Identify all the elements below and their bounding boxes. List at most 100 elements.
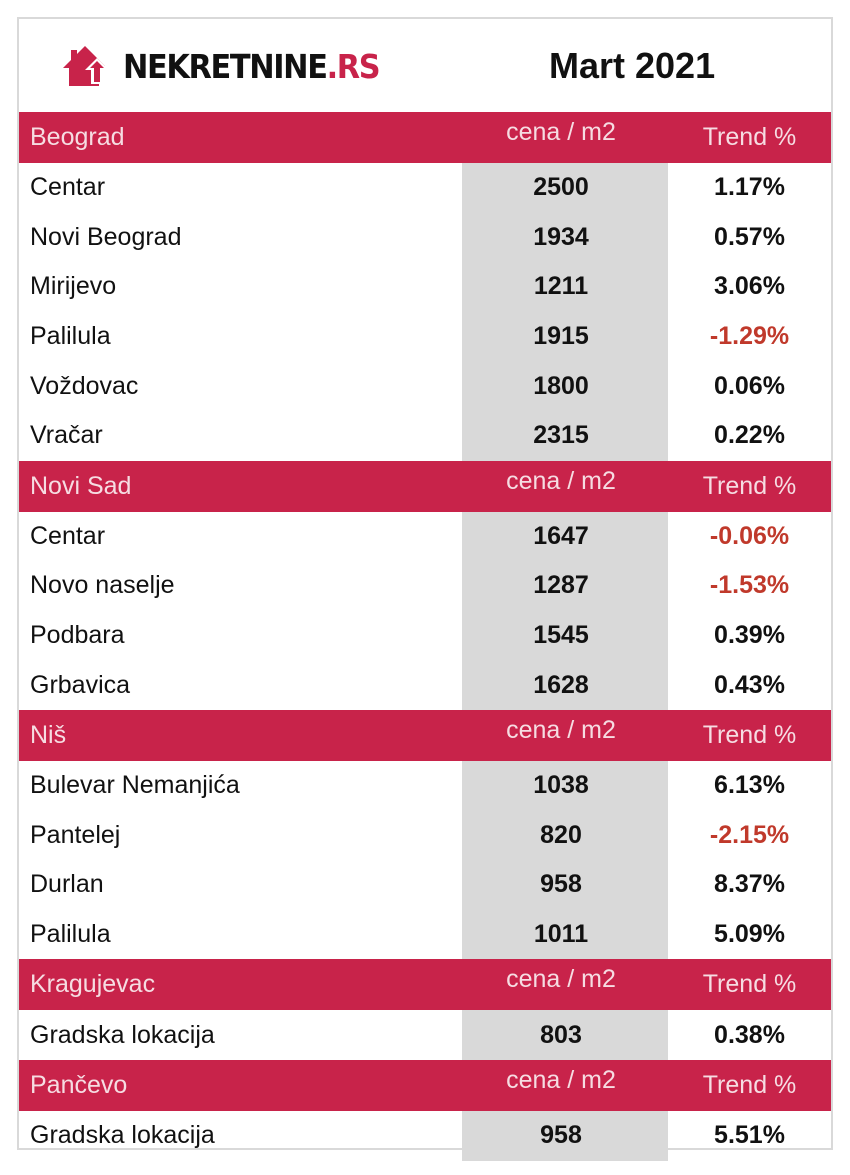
price-column-header: cena / m2	[462, 710, 668, 761]
price-value: 1287	[533, 571, 589, 600]
price-value: 1038	[533, 771, 589, 800]
price-value: 958	[540, 870, 582, 899]
price-header-label: cena / m2	[506, 965, 616, 994]
city-name: Pančevo	[30, 1070, 128, 1099]
trend-column-header: Trend %	[702, 970, 797, 999]
price-cell: 820	[462, 810, 668, 861]
price-value: 1211	[533, 272, 589, 301]
price-column-header: cena / m2	[462, 959, 668, 1010]
price-header-label: cena / m2	[506, 715, 616, 744]
price-table-card: NEKRETNINE.RS Mart 2021 Beograd cena / m…	[17, 17, 833, 1161]
price-cell: 1934	[462, 212, 668, 263]
location-name: Palilula	[30, 322, 111, 351]
location-name: Centar	[30, 173, 106, 202]
price-cell: 1800	[462, 361, 668, 411]
section-header: Niš cena / m2 Trend %	[19, 709, 831, 761]
location-name: Durlan	[30, 870, 104, 899]
price-header-label: cena / m2	[506, 466, 616, 495]
location-name: Novi Beograd	[30, 222, 182, 251]
price-grid: Beograd cena / m2 Trend % Centar 2500 1.1…	[19, 112, 831, 1161]
table-header: NEKRETNINE.RS Mart 2021	[19, 19, 831, 112]
price-cell: 1628	[462, 660, 668, 710]
table-row: Centar 1647 -0.06%	[19, 511, 831, 562]
location-name: Grbavica	[30, 670, 131, 699]
trend-cell: 3.06%	[714, 272, 785, 301]
location-name: Mirijevo	[30, 272, 117, 301]
trend-cell: -1.53%	[709, 571, 790, 600]
trend-cell: 1.17%	[714, 173, 785, 202]
price-cell: 1011	[462, 909, 668, 960]
price-cell: 1211	[462, 262, 668, 312]
trend-column-header: Trend %	[702, 471, 797, 500]
price-value: 2500	[533, 173, 589, 202]
location-name: Centar	[30, 521, 106, 550]
city-name: Novi Sad	[30, 471, 132, 500]
price-cell: 1915	[462, 311, 668, 362]
location-name: Novo naselje	[30, 571, 175, 600]
location-name: Vračar	[30, 421, 103, 450]
table-row: Durlan 958 8.37%	[19, 860, 831, 910]
trend-column-header: Trend %	[702, 720, 797, 749]
city-name: Kragujevac	[30, 970, 156, 999]
location-name: Bulevar Nemanjića	[30, 771, 240, 800]
section-header: Beograd cena / m2 Trend %	[19, 112, 831, 163]
trend-cell: 5.51%	[714, 1121, 785, 1150]
price-header-label: cena / m2	[506, 1065, 616, 1094]
trend-cell: 6.13%	[714, 771, 785, 800]
price-value: 1934	[533, 222, 589, 251]
price-column-header: cena / m2	[462, 461, 668, 512]
trend-cell: 0.06%	[714, 371, 785, 400]
city-name: Beograd	[30, 123, 125, 151]
price-value: 803	[540, 1020, 582, 1049]
section-header: Novi Sad cena / m2 Trend %	[19, 460, 831, 512]
trend-cell: 0.22%	[714, 421, 785, 450]
trend-column-header: Trend %	[702, 1070, 797, 1099]
table-row: Palilula 1915 -1.29%	[19, 311, 831, 362]
table-row: Bulevar Nemanjića 1038 6.13%	[19, 760, 831, 811]
location-name: Gradska lokacija	[30, 1020, 215, 1049]
location-name: Voždovac	[30, 371, 139, 400]
location-name: Pantelej	[30, 820, 121, 849]
price-column-header: cena / m2	[462, 112, 668, 163]
price-value: 2315	[533, 421, 589, 450]
page-title: Mart 2021	[549, 45, 716, 86]
location-name: Podbara	[30, 621, 125, 650]
table-row: Centar 2500 1.17%	[19, 163, 831, 213]
table-row: Vračar 2315 0.22%	[19, 410, 831, 461]
trend-cell: 0.38%	[714, 1020, 785, 1049]
price-value: 820	[540, 820, 582, 849]
price-cell: 2315	[462, 410, 668, 461]
location-name: Gradska lokacija	[30, 1121, 215, 1150]
price-value: 1915	[533, 322, 589, 351]
table-row: Voždovac 1800 0.06%	[19, 361, 831, 411]
price-cell: 1647	[462, 511, 668, 562]
house-arrow-icon	[63, 46, 109, 86]
trend-cell: 5.09%	[714, 920, 785, 949]
price-cell: 1545	[462, 610, 668, 661]
logo: NEKRETNINE.RS	[61, 41, 401, 91]
table-row: Podbara 1545 0.39%	[19, 610, 831, 661]
trend-cell: -1.29%	[709, 322, 790, 351]
table-row: Novo naselje 1287 -1.53%	[19, 561, 831, 611]
trend-cell: 8.37%	[714, 870, 785, 899]
trend-column-header: Trend %	[702, 123, 797, 151]
price-cell: 958	[462, 860, 668, 910]
price-cell: 1287	[462, 561, 668, 611]
price-value: 1628	[533, 670, 589, 699]
city-name: Niš	[30, 720, 67, 749]
price-value: 1011	[533, 920, 589, 949]
price-header-label: cena / m2	[506, 118, 616, 146]
price-cell: 803	[462, 1010, 668, 1060]
table-row: Grbavica 1628 0.43%	[19, 660, 831, 710]
location-name: Palilula	[30, 920, 111, 949]
table-row: Novi Beograd 1934 0.57%	[19, 212, 831, 263]
price-column-header: cena / m2	[462, 1060, 668, 1111]
table-row: Palilula 1011 5.09%	[19, 909, 831, 960]
table-row: Gradska lokacija 803 0.38%	[19, 1010, 831, 1060]
trend-cell: 0.39%	[714, 621, 785, 650]
price-cell: 958	[462, 1110, 668, 1161]
logo-text: NEKRETNINE.RS	[123, 46, 381, 86]
table-row: Gradska lokacija 958 5.51%	[19, 1110, 831, 1161]
price-cell: 1038	[462, 760, 668, 811]
price-value: 958	[540, 1121, 582, 1150]
